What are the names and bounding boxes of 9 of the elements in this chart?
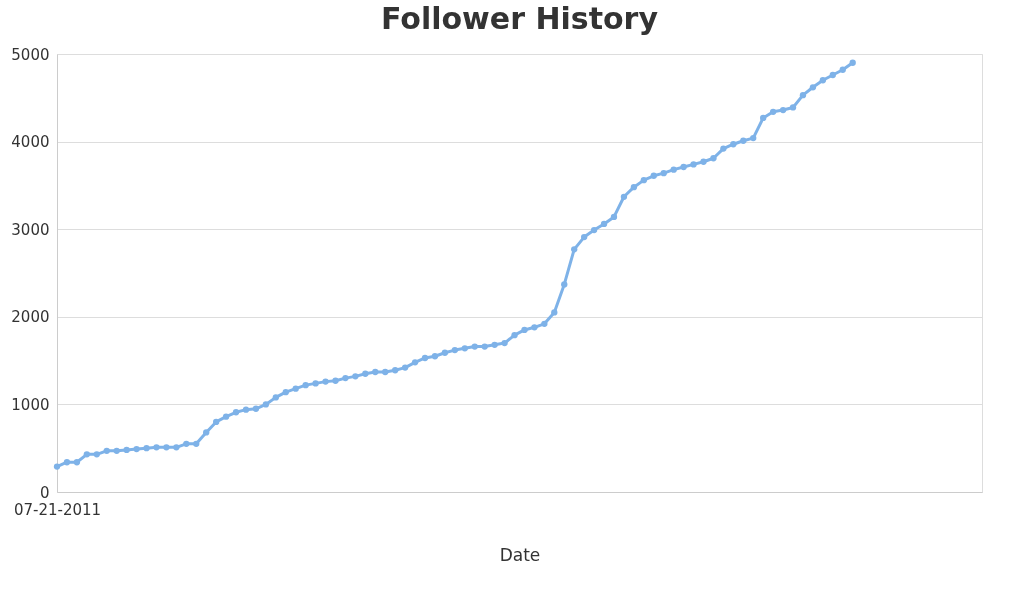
y-tick-label: 0 — [39, 483, 50, 502]
chart-title: Follower History — [381, 1, 659, 36]
y-tick-label: 4000 — [11, 133, 50, 152]
y-tick-label: 1000 — [11, 395, 50, 414]
y-tick-label: 2000 — [11, 308, 50, 327]
y-tick-label: 5000 — [11, 45, 50, 64]
y-tick-label: 3000 — [11, 220, 50, 239]
x-tick-label: 07-21-2011 — [13, 500, 102, 519]
x-axis-title: Date — [499, 544, 541, 565]
